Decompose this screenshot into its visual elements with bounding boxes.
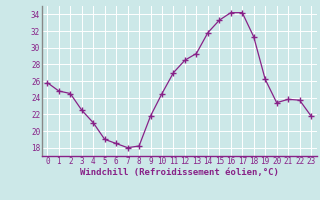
- X-axis label: Windchill (Refroidissement éolien,°C): Windchill (Refroidissement éolien,°C): [80, 168, 279, 177]
